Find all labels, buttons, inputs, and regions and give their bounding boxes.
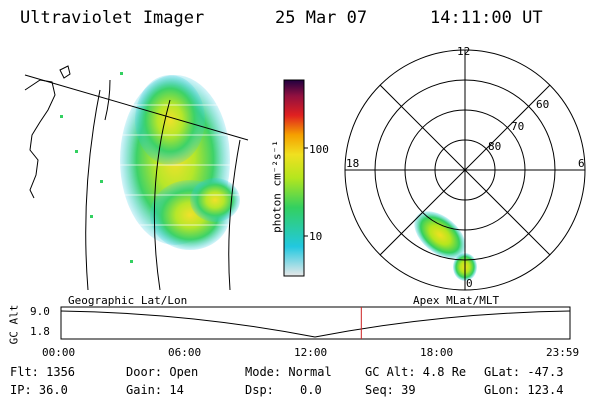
polar-aurora-emission [414, 211, 477, 281]
polar-panel-label: Apex MLat/MLT [413, 294, 500, 307]
glat-value: GLat: -47.3 [484, 365, 564, 379]
orbit-xtick-3: 18:00 [420, 346, 454, 359]
glon-value: GLon: 123.4 [484, 383, 564, 397]
ip-value: IP: 36.0 [10, 383, 68, 397]
lat-lon-grid [24, 74, 249, 290]
mode-value: Mode: Normal [245, 365, 332, 379]
app-title: Ultraviolet Imager [20, 8, 205, 28]
gain-value: Gain: 14 [126, 383, 184, 397]
geo-panel-label: Geographic Lat/Lon [68, 294, 188, 307]
orbit-xtick-2: 12:00 [294, 346, 328, 359]
mlt-label-6: 6 [578, 157, 585, 170]
orbit-ytick-low: 1.8 [30, 325, 50, 338]
mlt-label-12: 12 [457, 45, 471, 58]
time-label: 14:11:00 UT [430, 8, 543, 28]
orbit-xtick-1: 06:00 [168, 346, 202, 359]
orbit-ytick-high: 9.0 [30, 305, 50, 318]
orbit-xtick-4: 23:59 [546, 346, 580, 359]
colorbar-axis-label: photon cm⁻²s⁻¹ [270, 140, 284, 233]
colorbar-tick-10: 10 [309, 230, 323, 243]
flt-value: Flt: 1356 [10, 365, 76, 379]
dsp-value: 0.0 [300, 383, 322, 397]
coastline [24, 79, 56, 199]
mlt-label-0: 0 [466, 277, 473, 290]
gc-alt-value: GC Alt: 4.8 Re [365, 365, 467, 379]
orbit-altitude-plot [60, 306, 571, 340]
colorbar [283, 79, 308, 277]
dsp-label: Dsp: [245, 383, 274, 397]
mlat-label-70: 70 [511, 120, 525, 133]
mlt-label-18: 18 [346, 157, 360, 170]
island-outline [59, 65, 71, 79]
seq-value: Seq: 39 [365, 383, 416, 397]
polar-plot [344, 49, 586, 291]
geographic-map [24, 65, 249, 290]
door-value: Door: Open [126, 365, 199, 379]
orbit-ylabel: GC Alt [7, 304, 21, 345]
aurora-emission [120, 75, 240, 250]
orbit-xtick-0: 00:00 [42, 346, 76, 359]
mlat-label-60: 60 [536, 98, 550, 111]
date-label: 25 Mar 07 [275, 8, 368, 28]
orbit-altitude-curve [60, 310, 571, 338]
mlat-label-80: 80 [488, 140, 502, 153]
colorbar-tick-100: 100 [309, 143, 329, 156]
